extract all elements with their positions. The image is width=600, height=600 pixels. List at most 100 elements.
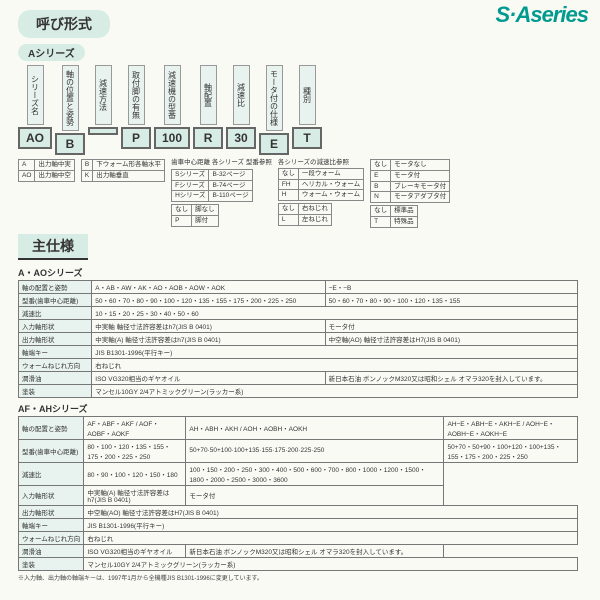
legend-cell: B-110ページ [209, 191, 252, 202]
spec-header-cell: 入力軸形状 [19, 485, 84, 505]
spec-cell: −E・−B [325, 280, 577, 293]
legend-cell: 右ねじれ [298, 204, 331, 215]
legend-cell: Sシリーズ [172, 169, 209, 180]
legend-cell: 特殊品 [391, 216, 418, 227]
spec-header-cell: 塗装 [19, 384, 92, 397]
spec-header-cell: 軸の配置と姿勢 [19, 416, 84, 439]
legend-cell: AO [19, 170, 35, 181]
legend-cell: H [278, 190, 298, 201]
spec-header-cell: 型番(歯車中心距離) [19, 293, 92, 306]
legend-motor: なしモータなしEモータ付Bブレーキモータ付Nモータアダプタ付 [370, 159, 450, 203]
legend-cell: 出力軸中実 [35, 160, 75, 171]
spec-cell: 中空軸(AO) 軸径寸法許容差はH7(JIS B 0401) [84, 505, 578, 518]
legend-cell: なし [278, 204, 298, 215]
legend-foot: なし脚なしP脚付 [171, 204, 219, 227]
legend-cell: なし [371, 206, 391, 217]
spec-cell: マンセル10GY 2/4アトミックグリーン(ラッカー系) [84, 557, 578, 570]
legend-kind: なし標準品T特殊品 [370, 205, 418, 228]
slot: 種別T [292, 65, 322, 155]
spec-cell: 新日本石油 ボンノックM320又は昭和シェル オマラ320を封入しています。 [186, 544, 444, 557]
legend-cell: なし [278, 168, 298, 179]
spec-cell: 中実軸(A) 軸径寸法許容差はh7(JIS B 0401) [92, 332, 325, 345]
legend-cell: N [371, 192, 391, 203]
spec2-table: 軸の配置と姿勢AF・ABF・AKF / AOF・AOBF・AOKFAH・ABH・… [18, 416, 578, 571]
spec-cell: 中実軸(A) 軸径寸法許容差はh7(JIS B 0401) [84, 485, 186, 505]
slot-value: R [193, 127, 223, 149]
legend-cell: E [371, 170, 391, 181]
spec-cell: マンセル10GY 2/4アトミックグリーン(ラッカー系) [92, 384, 578, 397]
legend-series: A出力軸中実AO出力軸中空 [18, 159, 75, 182]
page-title: 呼び形式 [18, 10, 110, 38]
legend-cell: モータアダプタ付 [391, 192, 450, 203]
spec2-subtitle: AF・AHシリーズ [18, 402, 590, 415]
slot-label: 種別 [299, 65, 316, 125]
spec-cell: 80・100・120・135・155・175・200・225・250 [84, 439, 186, 462]
legend-cell: B-74ページ [209, 180, 252, 191]
legend-cell: ウォーム・ウォーム [298, 190, 363, 201]
spec-cell: ISO VG320相当のギヤオイル [84, 544, 186, 557]
spec-header-cell: 塗装 [19, 557, 84, 570]
slot: 取付脚の有無P [121, 65, 151, 155]
legend-cell: T [371, 216, 391, 227]
series-badge: Aシリーズ [18, 44, 85, 61]
spec-header-cell: 潤滑油 [19, 371, 92, 384]
legend-cell: なし [371, 160, 391, 171]
slot: 減速方法 [88, 65, 118, 155]
legend-area: A出力軸中実AO出力軸中空 B下ウォーム形各軸水平K出力軸垂直 歯車中心距離 各… [18, 159, 590, 228]
slot-value: AO [18, 127, 52, 149]
legend-axis: なし右ねじれL左ねじれ [278, 203, 332, 226]
spec-cell: AF・ABF・AKF / AOF・AOBF・AOKF [84, 416, 186, 439]
slot-label: シリーズ名 [27, 65, 44, 125]
spec-title: 主仕様 [18, 234, 88, 260]
spec-cell: 50+70·50+100·100+135·155·175·200·225·250 [186, 439, 444, 462]
slot-label: 軸配置 [200, 65, 217, 125]
legend-cell: B-32ページ [209, 169, 252, 180]
spec-cell: 右ねじれ [84, 531, 578, 544]
slot: シリーズ名 AO [18, 65, 52, 155]
legend-cell: ヘリカル・ウォーム [298, 179, 363, 190]
slot-value: 30 [226, 127, 256, 149]
spec-header-cell: 減速比 [19, 306, 92, 319]
spec-cell: 50・60・70・80・90・100・120・135・155 [325, 293, 577, 306]
spec-header-cell: ウォームねじれ方向 [19, 531, 84, 544]
legend-cell: Fシリーズ [172, 180, 209, 191]
spec1-table: 軸の配置と姿勢A・AB・AW・AK・AO・AOB・AOW・AOK−E・−B型番(… [18, 280, 578, 398]
slot: 減速機の型番100 [154, 65, 190, 155]
legend-ratio-note: 各シリーズの減速比参照 [278, 159, 364, 167]
spec-cell: 100・150・200・250・300・400・500・600・700・800・… [186, 462, 444, 485]
legend-gear-note: 歯車中心距離 各シリーズ 型番参照 [171, 159, 272, 167]
spec-header-cell: ウォームねじれ方向 [19, 358, 92, 371]
legend-cell: 出力軸中空 [35, 170, 75, 181]
spec-cell: ISO VG320相当のギヤオイル [92, 371, 325, 384]
slot: モータ付の仕様E [259, 65, 289, 155]
slot: 軸の位置と姿勢B [55, 65, 85, 155]
spec-header-cell: 潤滑油 [19, 544, 84, 557]
slot-label: 取付脚の有無 [128, 65, 145, 125]
slot-label: 減速方法 [95, 65, 112, 125]
legend-cell: FH [278, 179, 298, 190]
slot-row: シリーズ名 AO軸の位置と姿勢B 減速方法 取付脚の有無P減速機の型番100 軸配置 R… [18, 65, 590, 155]
footnote: ※入力軸、出力軸の軸端キーは、1997年1月から全機種JIS B1301-199… [18, 573, 590, 582]
slot-value: B [55, 133, 85, 155]
spec-header-cell: 軸端キー [19, 518, 84, 531]
legend-cell: A [19, 160, 35, 171]
spec-cell: モータ付 [325, 319, 577, 332]
spec-header-cell: 減速比 [19, 462, 84, 485]
legend-cell: P [172, 215, 192, 226]
legend-worm: なし一段ウォームFHヘリカル・ウォームHウォーム・ウォーム [278, 168, 364, 201]
legend-cell: なし [172, 205, 192, 216]
slot-label: 減速比 [233, 65, 250, 125]
slot: 減速比 30 [226, 65, 256, 155]
spec-header-cell: 型番(歯車中心距離) [19, 439, 84, 462]
slot-value [88, 127, 118, 135]
spec-cell: 中空軸(AO) 軸径寸法許容差はH7(JIS B 0401) [325, 332, 577, 345]
spec-cell: 新日本石油 ボンノックM320又は昭和シェル オマラ320を封入しています。 [325, 371, 577, 384]
legend-cell: Hシリーズ [172, 191, 209, 202]
slot-value: E [259, 133, 289, 155]
spec-cell: 50・60・70・80・90・100・120・135・155・175・200・2… [92, 293, 325, 306]
legend-cell: 左ねじれ [298, 214, 331, 225]
legend-cell: K [81, 170, 92, 181]
legend-cell: 出力軸垂直 [93, 170, 165, 181]
spec-header-cell: 出力軸形状 [19, 332, 92, 345]
legend-cell: L [278, 214, 298, 225]
